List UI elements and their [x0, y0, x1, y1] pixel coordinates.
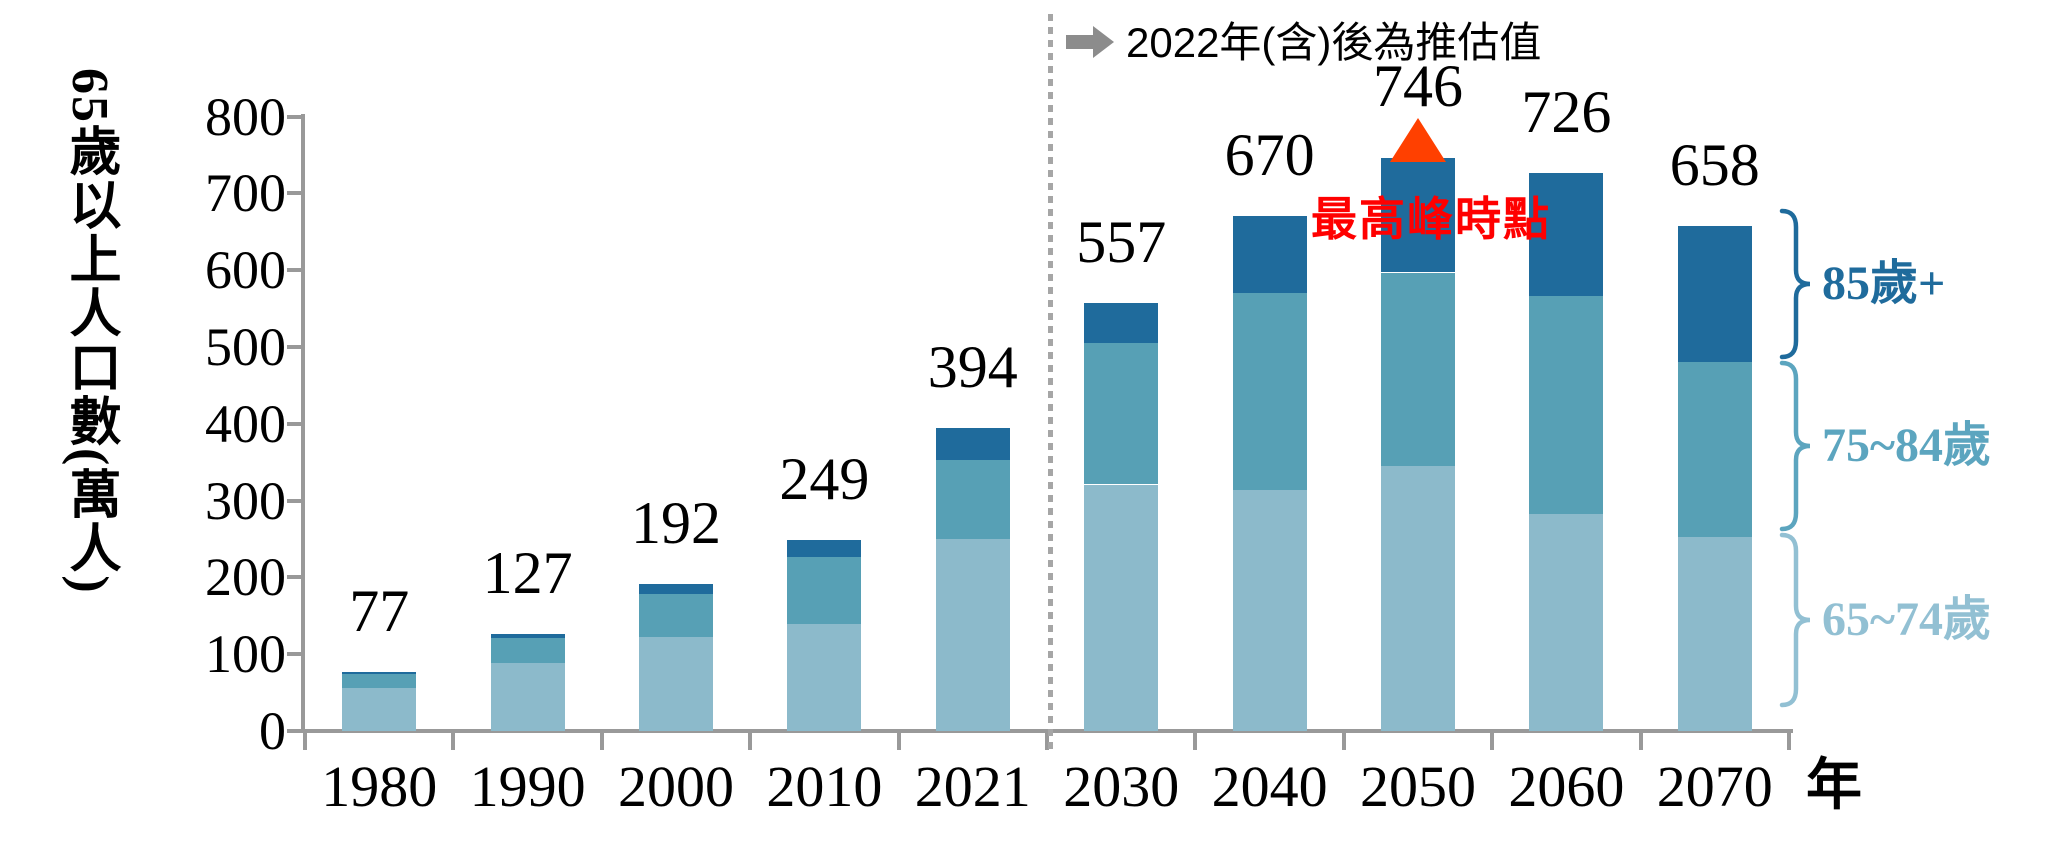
estimate-arrow-icon — [1066, 26, 1114, 58]
value-label-1980: 77 — [349, 577, 410, 644]
x-tick-label: 2010 — [766, 754, 883, 819]
x-tick — [1193, 733, 1198, 750]
bar-segment-1980-65~74歲 — [342, 688, 417, 731]
x-tick — [1787, 733, 1791, 750]
bar-segment-2050-75~84歲 — [1381, 272, 1455, 466]
bar-segment-2000-85歲+ — [639, 583, 713, 595]
bar-segment-1980-85歲+ — [342, 671, 417, 675]
x-tick — [1638, 733, 1643, 750]
y-tick-label: 300 — [205, 470, 286, 531]
bar-segment-1990-85歲+ — [490, 633, 565, 639]
bar-segment-2010-65~74歲 — [787, 624, 862, 731]
estimate-note-label: 2022年(含)後為推估值 — [1126, 19, 1542, 66]
bar-segment-2060-75~84歲 — [1529, 296, 1604, 514]
y-tick-label: 600 — [205, 240, 286, 301]
y-tick-label: 800 — [205, 86, 286, 147]
bar-segment-2000-65~74歲 — [639, 637, 713, 731]
x-tick-label: 2030 — [1063, 754, 1180, 819]
x-tick-label: 2000 — [617, 754, 734, 819]
x-tick-label: 2050 — [1359, 754, 1476, 819]
legend-label-85plus: 85歲+ — [1822, 257, 1946, 310]
bar-segment-2060-85歲+ — [1529, 173, 1604, 297]
x-tick — [599, 733, 604, 750]
x-tick-label: 2060 — [1508, 754, 1625, 819]
y-tick-label: 700 — [205, 163, 286, 224]
value-label-2010: 249 — [779, 445, 870, 512]
bar-segment-2070-65~74歲 — [1677, 536, 1752, 731]
x-tick — [896, 733, 901, 750]
value-label-2030: 557 — [1076, 209, 1167, 276]
y-tick — [287, 652, 301, 657]
peak-triangle-icon — [1390, 118, 1446, 162]
legend-brace-65-74 — [1779, 532, 1811, 708]
bar-segment-2060-65~74歲 — [1529, 513, 1604, 731]
bar-segment-2000-75~84歲 — [639, 594, 713, 638]
y-tick-label: 200 — [205, 547, 286, 608]
x-tick-label: 1990 — [469, 754, 586, 819]
y-tick — [287, 191, 301, 196]
bar-segment-2040-85歲+ — [1232, 216, 1307, 294]
x-tick — [303, 733, 307, 750]
bar-segment-2021-65~74歲 — [935, 539, 1010, 731]
x-axis-unit-label: 年 — [1806, 753, 1862, 816]
bar-segment-2010-85歲+ — [787, 539, 862, 557]
y-tick — [287, 268, 301, 273]
x-tick — [1045, 733, 1049, 750]
value-label-2060: 726 — [1521, 79, 1612, 146]
y-axis-title: 65歲以上人口數(萬人) — [61, 68, 118, 595]
legend-brace-85plus — [1779, 208, 1811, 360]
peak-label: 最高峰時點 — [1311, 193, 1551, 245]
y-tick — [287, 729, 301, 733]
bar-segment-2050-65~74歲 — [1381, 466, 1455, 731]
y-tick-label: 0 — [259, 701, 286, 761]
bar-segment-1990-65~74歲 — [490, 662, 565, 731]
bar-segment-2030-85歲+ — [1084, 303, 1159, 344]
bar-segment-2021-75~84歲 — [935, 459, 1010, 539]
y-tick-label: 500 — [205, 317, 286, 377]
bar-segment-2070-75~84歲 — [1677, 362, 1752, 537]
x-tick — [1341, 733, 1346, 750]
legend-label-75-84: 75~84歲 — [1822, 419, 1991, 472]
legend-label-65-74: 65~74歲 — [1822, 593, 1991, 646]
x-tick-label: 2070 — [1656, 754, 1773, 819]
estimate-divider-dotted-line — [1048, 14, 1053, 750]
bar-segment-2070-85歲+ — [1677, 225, 1752, 363]
x-tick-label: 1980 — [321, 754, 438, 819]
bar-segment-2040-75~84歲 — [1232, 293, 1307, 490]
x-tick-label: 2040 — [1211, 754, 1328, 819]
value-label-1990: 127 — [482, 539, 573, 606]
y-tick — [287, 498, 301, 503]
bar-segment-1980-75~84歲 — [342, 674, 417, 688]
value-label-2070: 658 — [1669, 131, 1760, 198]
bar-segment-2030-65~74歲 — [1084, 484, 1159, 731]
x-tick-label: 2021 — [914, 754, 1031, 819]
bar-segment-1990-75~84歲 — [490, 638, 565, 663]
y-axis-line — [301, 114, 305, 733]
bar-segment-2050-85歲+ — [1381, 158, 1455, 273]
value-label-2000: 192 — [631, 489, 721, 556]
x-tick — [748, 733, 753, 750]
bar-segment-2021-85歲+ — [935, 428, 1010, 460]
y-tick — [287, 421, 301, 426]
bar-segment-2040-65~74歲 — [1232, 489, 1307, 731]
y-tick — [287, 114, 301, 119]
y-tick-label: 400 — [205, 393, 286, 454]
x-tick — [1490, 733, 1495, 750]
y-tick — [287, 575, 301, 580]
value-label-2021: 394 — [927, 334, 1018, 401]
x-axis-line — [301, 729, 1793, 733]
bar-segment-2030-75~84歲 — [1084, 343, 1159, 485]
y-tick-label: 100 — [205, 624, 286, 685]
legend-brace-75-84 — [1779, 360, 1811, 532]
bar-segment-2010-75~84歲 — [787, 556, 862, 625]
value-label-2040: 670 — [1224, 122, 1315, 189]
x-tick — [451, 733, 456, 750]
value-label-2050: 746 — [1373, 53, 1463, 120]
y-tick — [287, 345, 301, 349]
